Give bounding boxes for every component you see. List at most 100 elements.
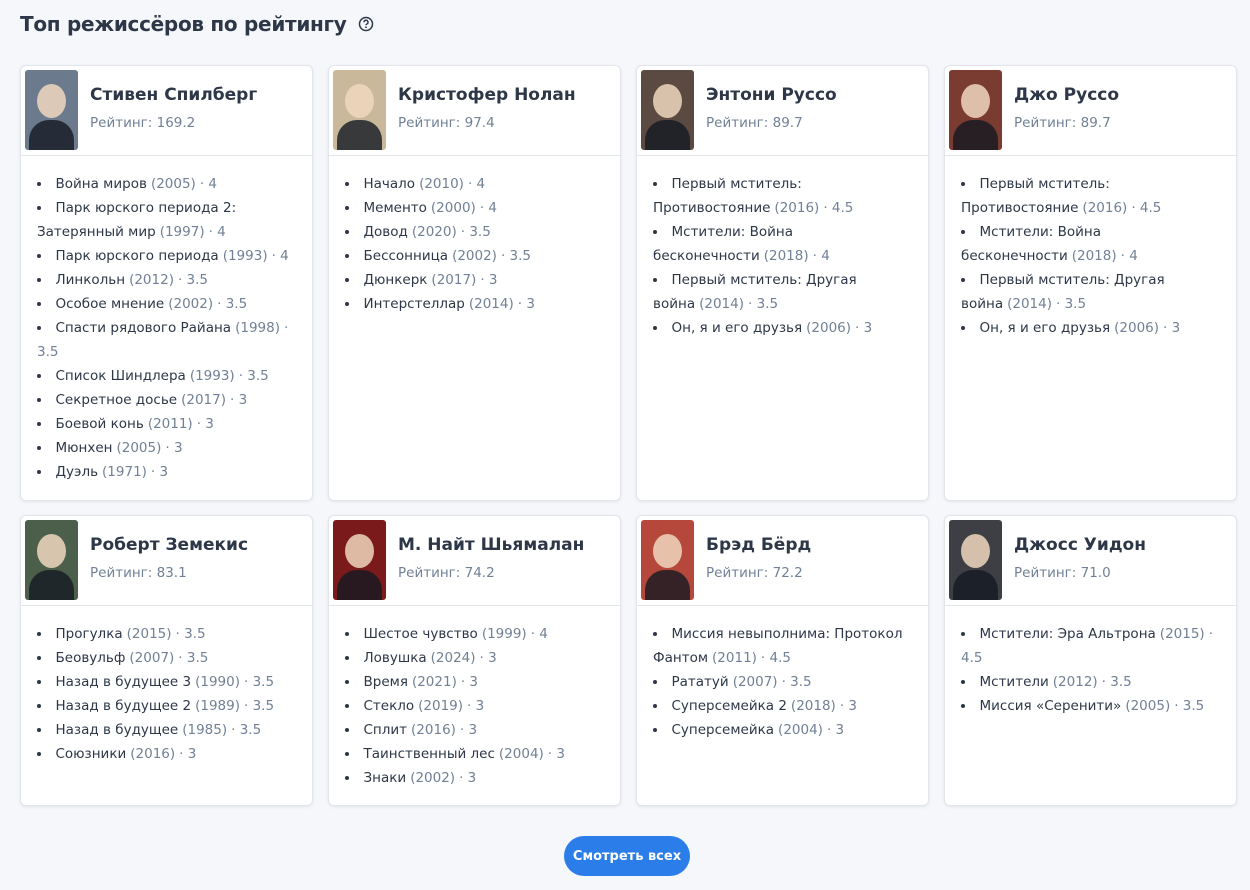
film-score: · 3 bbox=[826, 722, 845, 738]
film-title: Особое мнение bbox=[55, 296, 165, 312]
film-title: Мементо bbox=[363, 200, 427, 216]
film-score: · 3 bbox=[547, 746, 565, 762]
director-card: М. Найт Шьямалан Рейтинг: 74.2 Шестое чувс… bbox=[328, 515, 621, 806]
film-year: (2011) bbox=[712, 650, 757, 666]
film-item: Мстители: Война бесконечности(2018)· 4 bbox=[653, 220, 918, 268]
director-info: Брэд Бёрд Рейтинг: 72.2 bbox=[706, 520, 811, 581]
film-year: (2012) bbox=[1052, 674, 1098, 690]
film-title: Таинственный лес bbox=[363, 746, 495, 762]
film-score: · 4.5 bbox=[961, 626, 1213, 666]
film-score: · 3.5 bbox=[37, 320, 289, 360]
film-year: (2016) bbox=[411, 722, 456, 738]
film-item: Парк юрского периода(1993)· 4 bbox=[37, 244, 302, 268]
film-score: · 4.5 bbox=[1131, 200, 1162, 216]
film-title: Интерстеллар bbox=[363, 296, 465, 312]
film-year: (1993) bbox=[189, 368, 235, 384]
film-year: (2005) bbox=[1125, 698, 1171, 714]
director-rating: Рейтинг: 89.7 bbox=[1014, 115, 1111, 131]
film-year: (2021) bbox=[411, 674, 457, 690]
film-score: · 3.5 bbox=[781, 674, 812, 690]
card-header: Джо Руссо Рейтинг: 89.7 bbox=[945, 66, 1236, 156]
director-info: Джо Руссо Рейтинг: 89.7 bbox=[1014, 70, 1119, 131]
film-title: Прогулка bbox=[55, 626, 123, 642]
film-title: Секретное досье bbox=[55, 392, 178, 408]
director-photo bbox=[333, 70, 386, 150]
film-item: Он, я и его друзья(2006)· 3 bbox=[961, 316, 1226, 340]
film-score: · 3 bbox=[229, 392, 248, 408]
film-item: Прогулка(2015)· 3.5 bbox=[37, 622, 302, 646]
film-score: · 4 bbox=[467, 176, 486, 192]
film-score: · 3.5 bbox=[177, 272, 209, 288]
film-score: · 3.5 bbox=[1101, 674, 1132, 690]
film-item: Особое мнение(2002)· 3.5 bbox=[37, 292, 302, 316]
film-title: Спасти рядового Райана bbox=[55, 320, 232, 336]
film-year: (2014) bbox=[699, 296, 744, 312]
film-title: Миссия «Серенити» bbox=[979, 698, 1122, 714]
director-info: М. Найт Шьямалан Рейтинг: 74.2 bbox=[398, 520, 584, 581]
film-item: Первый мститель: Другая война(2014)· 3.5 bbox=[961, 268, 1226, 316]
film-item: Секретное досье(2017)· 3 bbox=[37, 388, 302, 412]
film-score: · 3 bbox=[196, 416, 214, 432]
director-photo bbox=[641, 70, 694, 150]
film-item: Стекло(2019)· 3 bbox=[345, 694, 610, 718]
film-title: Рататуй bbox=[671, 674, 729, 690]
film-year: (2019) bbox=[418, 698, 464, 714]
film-item: Шестое чувство(1999)· 4 bbox=[345, 622, 610, 646]
film-year: (2018) bbox=[763, 248, 809, 264]
film-score: · 3 bbox=[480, 272, 498, 288]
film-score: · 3.5 bbox=[175, 626, 206, 642]
film-list: Миссия невыполнима: Протокол Фантом(2011… bbox=[637, 606, 928, 742]
film-item: Ловушка(2024)· 3 bbox=[345, 646, 610, 670]
director-photo bbox=[949, 520, 1002, 600]
film-item: Война миров(2005)· 4 bbox=[37, 172, 302, 196]
film-year: (2002) bbox=[452, 248, 497, 264]
film-year: (2006) bbox=[806, 320, 852, 336]
film-item: Назад в будущее 3(1990)· 3.5 bbox=[37, 670, 302, 694]
film-year: (2015) bbox=[1159, 626, 1205, 642]
film-year: (2005) bbox=[150, 176, 196, 192]
film-year: (2020) bbox=[411, 224, 457, 240]
film-title: Первый мститель: Другая война bbox=[653, 272, 857, 312]
film-item: Таинственный лес(2004)· 3 bbox=[345, 742, 610, 766]
film-item: Миссия «Серенити»(2005)· 3.5 bbox=[961, 694, 1226, 718]
film-title: Дуэль bbox=[55, 464, 99, 480]
film-score: · 4.5 bbox=[823, 200, 854, 216]
film-year: (2007) bbox=[129, 650, 175, 666]
card-header: Кристофер Нолан Рейтинг: 97.4 bbox=[329, 66, 620, 156]
film-score: · 3.5 bbox=[217, 296, 248, 312]
film-title: Назад в будущее 3 bbox=[55, 674, 192, 690]
film-year: (2017) bbox=[181, 392, 226, 408]
director-card: Джо Руссо Рейтинг: 89.7 Первый мститель: П… bbox=[944, 65, 1237, 501]
view-all-button[interactable]: Смотреть всех bbox=[564, 836, 690, 876]
card-header: Стивен Спилберг Рейтинг: 169.2 bbox=[21, 66, 312, 156]
film-score: · 3 bbox=[459, 722, 478, 738]
film-title: Парк юрского периода 2: Затерянный мир bbox=[37, 200, 237, 240]
director-card: Джосс Уидон Рейтинг: 71.0 Мстители: Эра Ал… bbox=[944, 515, 1237, 806]
film-score: · 3 bbox=[150, 464, 169, 480]
film-item: Знаки(2002)· 3 bbox=[345, 766, 610, 790]
film-year: (2018) bbox=[790, 698, 836, 714]
director-rating: Рейтинг: 83.1 bbox=[90, 565, 187, 581]
film-item: Спасти рядового Райана(1998)· 3.5 bbox=[37, 316, 302, 364]
director-info: Кристофер Нолан Рейтинг: 97.4 bbox=[398, 70, 576, 131]
film-year: (2007) bbox=[732, 674, 778, 690]
card-header: Брэд Бёрд Рейтинг: 72.2 bbox=[637, 516, 928, 606]
film-year: (2018) bbox=[1071, 248, 1117, 264]
film-score: · 3.5 bbox=[747, 296, 779, 312]
director-info: Энтони Руссо Рейтинг: 89.7 bbox=[706, 70, 837, 131]
card-header: Энтони Руссо Рейтинг: 89.7 bbox=[637, 66, 928, 156]
help-icon[interactable] bbox=[358, 16, 374, 32]
film-score: · 4 bbox=[530, 626, 548, 642]
film-year: (2010) bbox=[419, 176, 464, 192]
film-item: Интерстеллар(2014)· 3 bbox=[345, 292, 610, 316]
film-title: Назад в будущее bbox=[55, 722, 179, 738]
film-item: Время(2021)· 3 bbox=[345, 670, 610, 694]
film-item: Миссия невыполнима: Протокол Фантом(2011… bbox=[653, 622, 918, 670]
film-title: Он, я и его друзья bbox=[671, 320, 803, 336]
film-score: · 3 bbox=[479, 650, 497, 666]
film-score: · 3 bbox=[467, 698, 485, 714]
page-header: Топ режиссёров по рейтингу bbox=[20, 12, 374, 36]
film-score: · 3.5 bbox=[1174, 698, 1205, 714]
film-score: · 3 bbox=[855, 320, 873, 336]
film-year: (2017) bbox=[431, 272, 477, 288]
